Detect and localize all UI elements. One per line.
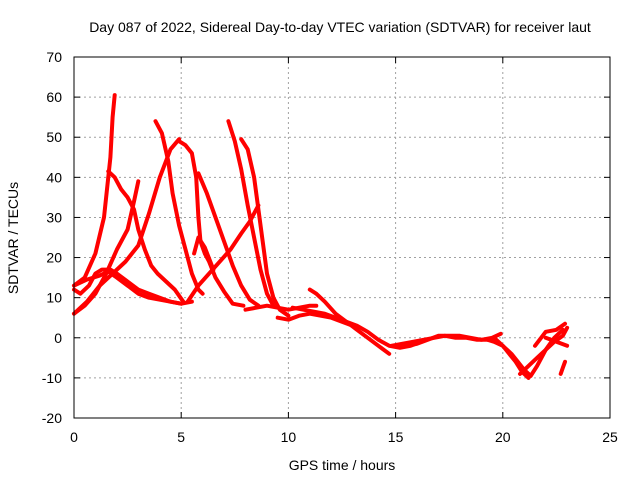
x-tick-label: 25	[602, 429, 618, 445]
series-arc-10	[185, 203, 261, 304]
series-arc-6	[72, 269, 184, 306]
x-tick-label: 10	[281, 429, 297, 445]
x-tick-label: 15	[388, 429, 404, 445]
y-tick-label: 10	[46, 290, 62, 306]
x-tick-labels: 0 5 10 15 20 25	[70, 429, 618, 445]
y-tick-label: -10	[42, 370, 62, 386]
series-arc-17	[307, 287, 424, 350]
y-tick-label: -20	[42, 410, 62, 426]
x-tick-label: 0	[70, 429, 78, 445]
series-arc-12	[226, 119, 276, 308]
series-arc-5	[72, 137, 182, 316]
chart-title: Day 087 of 2022, Sidereal Day-to-day VTE…	[89, 19, 591, 35]
series-arc-25	[558, 359, 567, 376]
series-arc-24	[543, 335, 570, 348]
series-arc-7	[153, 119, 205, 296]
series-arc-8	[177, 139, 246, 308]
series-arc-1	[72, 93, 117, 288]
y-tick-label: 40	[46, 169, 62, 185]
series-arc-9	[192, 235, 216, 272]
series-arc-11	[196, 171, 261, 308]
tick-marks	[73, 56, 611, 419]
y-tick-label: 30	[46, 209, 62, 225]
y-tick-label: 0	[54, 330, 62, 346]
y-axis-title: SDTVAR / TECUs	[5, 182, 21, 294]
series-arc-14	[243, 303, 319, 312]
series-arc-22	[518, 325, 570, 376]
x-axis-title: GPS time / hours	[289, 457, 396, 473]
x-tick-label: 5	[177, 429, 185, 445]
grid-lines	[74, 57, 610, 418]
series-arc-23	[533, 321, 567, 348]
y-tick-label: 70	[46, 49, 62, 65]
y-tick-label: 20	[46, 250, 62, 266]
data-series	[72, 93, 570, 380]
y-tick-label: 50	[46, 129, 62, 145]
y-tick-labels: -20 -10 0 10 20 30 40 50 60 70	[42, 49, 62, 426]
y-tick-label: 60	[46, 89, 62, 105]
x-tick-label: 20	[495, 429, 511, 445]
plot-frame	[73, 56, 611, 419]
